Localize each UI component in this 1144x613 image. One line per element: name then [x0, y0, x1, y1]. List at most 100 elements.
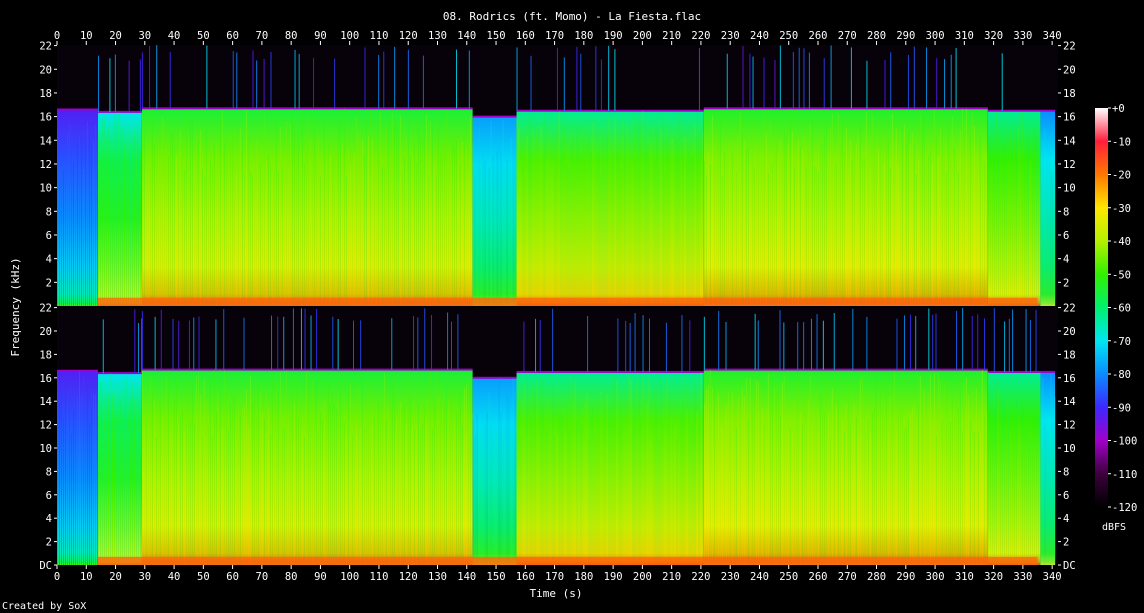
texture-streak	[943, 149, 945, 306]
texture-streak	[538, 151, 540, 306]
texture-streak	[463, 387, 465, 565]
texture-streak	[987, 150, 989, 306]
y-tick-label-left: 22	[39, 303, 52, 315]
transient-spike	[447, 312, 449, 370]
transient-spike	[263, 58, 265, 109]
texture-streak	[203, 176, 205, 306]
texture-streak	[536, 129, 538, 306]
texture-streak	[283, 156, 285, 306]
transient-spike	[810, 318, 812, 370]
texture-streak	[684, 137, 686, 306]
texture-streak	[799, 146, 801, 306]
texture-streak	[969, 421, 971, 565]
texture-streak	[486, 413, 488, 565]
texture-streak	[741, 133, 743, 306]
texture-streak	[125, 377, 127, 565]
x-tick-label-bottom: 140	[457, 571, 476, 583]
texture-streak	[604, 170, 606, 306]
texture-streak	[157, 142, 159, 306]
texture-streak	[95, 394, 96, 565]
texture-streak	[315, 380, 317, 565]
texture-streak	[743, 396, 745, 565]
texture-streak	[103, 431, 105, 565]
transient-spike	[109, 58, 111, 112]
texture-streak	[797, 138, 799, 306]
texture-streak	[696, 411, 698, 565]
texture-streak	[165, 376, 167, 565]
texture-streak	[775, 384, 777, 565]
transient-spike	[1035, 309, 1037, 372]
transient-spike	[277, 316, 279, 370]
y-tick-label-right: 20	[1063, 64, 1076, 76]
texture-streak	[727, 391, 729, 565]
texture-streak	[628, 160, 630, 306]
texture-streak	[207, 175, 209, 306]
texture-streak	[628, 374, 630, 565]
texture-streak	[1029, 439, 1031, 565]
texture-streak	[668, 395, 670, 565]
texture-streak	[540, 125, 542, 307]
texture-streak	[755, 145, 757, 306]
texture-streak	[867, 419, 869, 565]
texture-streak	[161, 117, 163, 306]
texture-streak	[253, 395, 255, 565]
texture-streak	[149, 167, 151, 306]
transient-spike	[431, 314, 433, 370]
texture-streak	[1011, 404, 1013, 565]
texture-streak	[195, 377, 197, 565]
texture-streak	[496, 429, 498, 565]
texture-streak	[807, 151, 809, 306]
texture-streak	[97, 416, 98, 565]
transient-spike	[468, 50, 470, 109]
x-tick-label-bottom: 80	[285, 571, 298, 583]
texture-streak	[865, 430, 867, 565]
texture-streak	[492, 439, 494, 565]
texture-streak	[546, 159, 548, 306]
texture-streak	[1050, 169, 1052, 306]
texture-streak	[662, 112, 664, 306]
bass-band	[97, 556, 1038, 565]
texture-streak	[67, 412, 68, 565]
texture-streak	[355, 422, 357, 565]
texture-streak	[863, 158, 865, 306]
texture-streak	[465, 384, 467, 565]
x-tick-label-top: 0	[54, 30, 60, 42]
texture-streak	[688, 407, 690, 565]
texture-streak	[913, 400, 915, 565]
x-tick-label-top: 320	[984, 30, 1003, 42]
texture-streak	[303, 437, 305, 565]
transient-spike	[292, 308, 294, 370]
x-tick-label-bottom: 300	[926, 571, 945, 583]
texture-streak	[783, 128, 785, 306]
spectrogram-section	[472, 377, 517, 565]
texture-streak	[1009, 131, 1011, 306]
texture-streak	[546, 430, 548, 565]
texture-streak	[443, 404, 445, 565]
texture-streak	[949, 421, 951, 565]
texture-streak	[817, 431, 819, 565]
texture-streak	[109, 373, 111, 565]
cutoff-edge	[1040, 370, 1056, 373]
texture-streak	[823, 134, 825, 306]
transient-spike	[141, 311, 143, 370]
texture-streak	[955, 153, 957, 306]
texture-streak	[301, 111, 303, 306]
texture-streak	[520, 436, 522, 565]
texture-streak	[827, 174, 829, 306]
texture-streak	[676, 140, 678, 306]
texture-streak	[582, 122, 584, 306]
texture-streak	[793, 399, 795, 565]
x-tick-label-bottom: 110	[369, 571, 388, 583]
transient-spike	[1025, 309, 1027, 372]
texture-streak	[115, 120, 117, 306]
texture-streak	[745, 150, 747, 306]
x-tick-label-top: 160	[516, 30, 535, 42]
texture-streak	[117, 112, 119, 307]
texture-streak	[397, 127, 399, 307]
transient-spike	[649, 318, 651, 372]
texture-streak	[506, 159, 508, 306]
texture-streak	[867, 140, 869, 306]
texture-streak	[895, 128, 897, 306]
texture-streak	[791, 431, 793, 565]
texture-streak	[273, 423, 275, 565]
